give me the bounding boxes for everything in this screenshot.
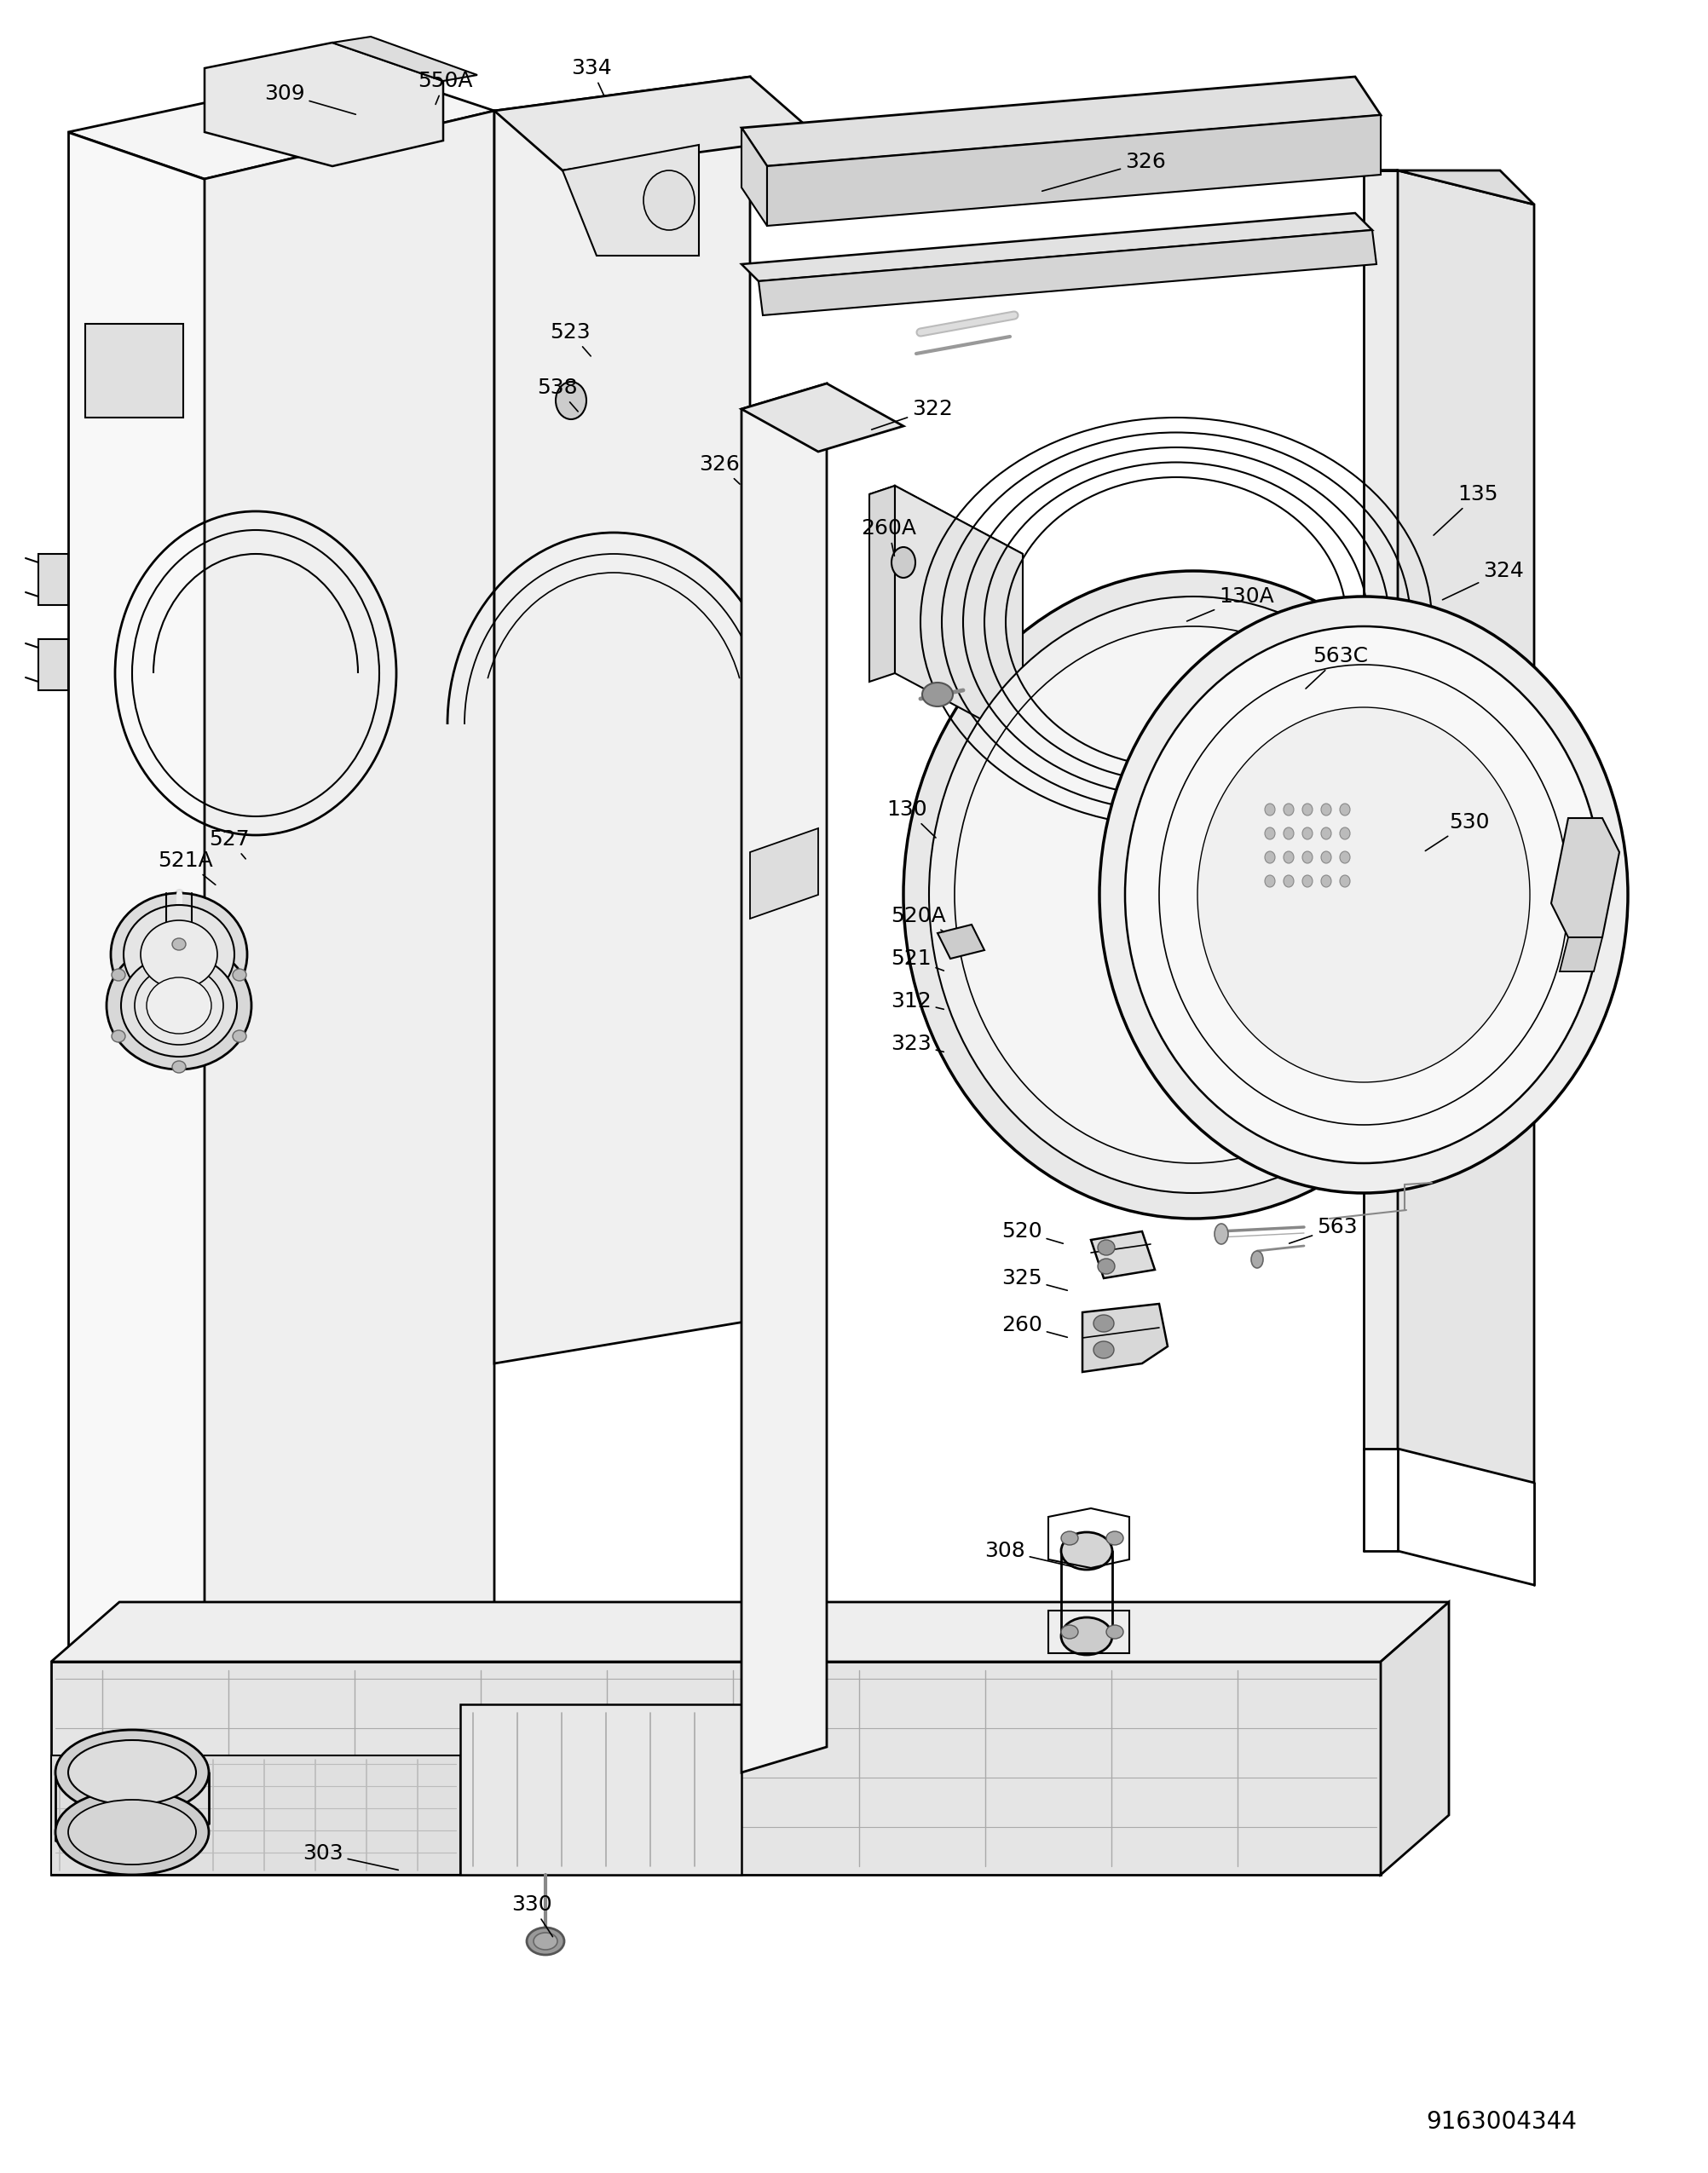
Ellipse shape bbox=[1098, 1241, 1115, 1256]
Polygon shape bbox=[38, 639, 68, 691]
Polygon shape bbox=[869, 487, 895, 682]
Ellipse shape bbox=[1107, 1532, 1124, 1545]
Text: 303: 303 bbox=[302, 1843, 398, 1871]
Polygon shape bbox=[1559, 937, 1602, 971]
Polygon shape bbox=[51, 1602, 1448, 1662]
Text: 538: 538 bbox=[536, 378, 577, 411]
Polygon shape bbox=[205, 111, 494, 1791]
Polygon shape bbox=[205, 43, 442, 165]
Polygon shape bbox=[494, 76, 750, 1362]
Ellipse shape bbox=[173, 939, 186, 950]
Ellipse shape bbox=[1266, 876, 1276, 887]
Text: 130A: 130A bbox=[1187, 587, 1274, 621]
Polygon shape bbox=[895, 487, 1023, 741]
Text: 130: 130 bbox=[886, 800, 936, 839]
Ellipse shape bbox=[111, 1030, 125, 1043]
Text: 520A: 520A bbox=[890, 906, 946, 932]
Polygon shape bbox=[741, 382, 827, 1773]
Ellipse shape bbox=[1339, 804, 1349, 815]
Ellipse shape bbox=[1339, 828, 1349, 839]
Polygon shape bbox=[68, 133, 205, 1791]
Ellipse shape bbox=[1339, 876, 1349, 887]
Ellipse shape bbox=[1301, 852, 1312, 863]
Polygon shape bbox=[938, 924, 984, 958]
Ellipse shape bbox=[68, 1799, 196, 1864]
Ellipse shape bbox=[1214, 1223, 1228, 1245]
Ellipse shape bbox=[644, 169, 695, 230]
Text: 325: 325 bbox=[1001, 1269, 1068, 1291]
Ellipse shape bbox=[1061, 1625, 1078, 1638]
Ellipse shape bbox=[1283, 828, 1293, 839]
Ellipse shape bbox=[1283, 852, 1293, 863]
Ellipse shape bbox=[173, 1060, 186, 1073]
Polygon shape bbox=[1551, 817, 1619, 937]
Polygon shape bbox=[741, 128, 767, 226]
Polygon shape bbox=[1363, 169, 1397, 1449]
Text: 530: 530 bbox=[1424, 813, 1489, 852]
Ellipse shape bbox=[1093, 1341, 1114, 1358]
Ellipse shape bbox=[929, 598, 1457, 1193]
Polygon shape bbox=[38, 554, 68, 604]
Ellipse shape bbox=[1266, 852, 1276, 863]
Ellipse shape bbox=[106, 941, 251, 1069]
Polygon shape bbox=[1397, 169, 1534, 1482]
Ellipse shape bbox=[955, 626, 1431, 1163]
Text: 322: 322 bbox=[871, 400, 953, 430]
Polygon shape bbox=[741, 382, 904, 452]
Polygon shape bbox=[459, 1704, 741, 1875]
Ellipse shape bbox=[111, 893, 248, 1015]
Polygon shape bbox=[68, 67, 494, 178]
Ellipse shape bbox=[555, 382, 586, 419]
Ellipse shape bbox=[526, 1927, 564, 1956]
Text: 324: 324 bbox=[1443, 561, 1524, 600]
Text: 527: 527 bbox=[208, 830, 249, 858]
Ellipse shape bbox=[904, 571, 1483, 1219]
Ellipse shape bbox=[1283, 876, 1293, 887]
Ellipse shape bbox=[1320, 804, 1331, 815]
Text: 9163004344: 9163004344 bbox=[1426, 2110, 1576, 2134]
Polygon shape bbox=[562, 146, 699, 256]
Ellipse shape bbox=[68, 1741, 196, 1806]
Text: 520: 520 bbox=[1001, 1221, 1062, 1243]
Ellipse shape bbox=[1126, 626, 1602, 1163]
Ellipse shape bbox=[1093, 1315, 1114, 1332]
Ellipse shape bbox=[1197, 706, 1530, 1082]
Polygon shape bbox=[1380, 1602, 1448, 1875]
Text: 550A: 550A bbox=[418, 72, 473, 104]
Polygon shape bbox=[51, 1756, 459, 1875]
Text: 563: 563 bbox=[1290, 1217, 1358, 1243]
Text: 260: 260 bbox=[1001, 1315, 1068, 1336]
Text: 309: 309 bbox=[265, 83, 355, 115]
Polygon shape bbox=[85, 324, 183, 417]
Ellipse shape bbox=[1283, 804, 1293, 815]
Ellipse shape bbox=[121, 954, 237, 1056]
Text: 326: 326 bbox=[699, 454, 740, 485]
Ellipse shape bbox=[135, 967, 224, 1045]
Polygon shape bbox=[1363, 169, 1534, 204]
Polygon shape bbox=[869, 487, 1023, 563]
Text: 308: 308 bbox=[984, 1541, 1076, 1567]
Text: 326: 326 bbox=[1042, 152, 1167, 191]
Ellipse shape bbox=[1320, 852, 1331, 863]
Text: 521A: 521A bbox=[157, 850, 215, 884]
Polygon shape bbox=[750, 828, 818, 919]
Text: 135: 135 bbox=[1433, 485, 1498, 535]
Ellipse shape bbox=[123, 904, 234, 1004]
Ellipse shape bbox=[1160, 665, 1568, 1126]
Ellipse shape bbox=[1100, 598, 1628, 1193]
Ellipse shape bbox=[55, 1730, 208, 1814]
Ellipse shape bbox=[1061, 1532, 1112, 1569]
Ellipse shape bbox=[1320, 876, 1331, 887]
Ellipse shape bbox=[1339, 852, 1349, 863]
Text: 563C: 563C bbox=[1305, 645, 1368, 689]
Polygon shape bbox=[767, 115, 1380, 226]
Ellipse shape bbox=[1098, 1258, 1115, 1273]
Ellipse shape bbox=[892, 548, 915, 578]
Text: 523: 523 bbox=[550, 322, 591, 356]
Ellipse shape bbox=[533, 1932, 557, 1949]
Text: 521: 521 bbox=[890, 947, 945, 971]
Text: 312: 312 bbox=[890, 991, 945, 1010]
Text: 260A: 260A bbox=[861, 517, 915, 556]
Text: 330: 330 bbox=[511, 1895, 553, 1936]
